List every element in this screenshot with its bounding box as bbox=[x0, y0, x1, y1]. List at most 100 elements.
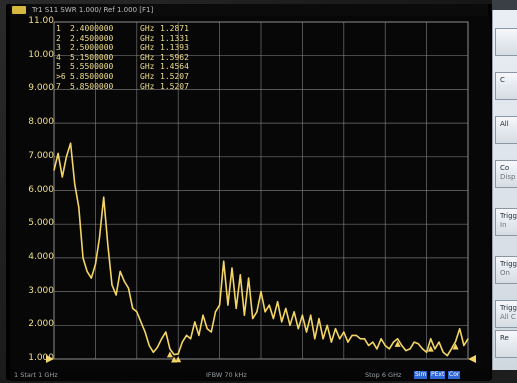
trace-point bbox=[243, 314, 246, 316]
trace-point bbox=[165, 331, 167, 333]
ifbw-readout[interactable]: IFBW 70 kHz bbox=[206, 371, 247, 379]
trace-point bbox=[235, 307, 237, 310]
trace-point bbox=[185, 334, 188, 337]
trace-point bbox=[115, 294, 117, 296]
marker-value: 1.5962 bbox=[160, 52, 189, 62]
trace-point bbox=[194, 321, 196, 323]
softkey-sublabel: On bbox=[500, 269, 510, 277]
marker-row: 5 5.5500000 GHz 1.4564 bbox=[56, 62, 189, 72]
trace-point bbox=[417, 343, 419, 345]
trace-point bbox=[103, 196, 105, 198]
trace-point bbox=[301, 314, 303, 316]
trace-point bbox=[169, 348, 171, 350]
marker-unit: GHz bbox=[140, 62, 155, 72]
trace-point bbox=[405, 349, 407, 352]
softkey-1[interactable] bbox=[495, 28, 517, 56]
trace-point bbox=[276, 301, 279, 303]
trace-point bbox=[127, 287, 130, 289]
trace-point bbox=[111, 284, 113, 286]
marker-table: 1 2.4000000 GHz 1.2871 2 2.4500000 GHz 1.1331 3 2… bbox=[56, 24, 189, 91]
trace-point bbox=[123, 280, 125, 283]
softkey-3[interactable]: All bbox=[495, 116, 517, 144]
cor-badge: Cor bbox=[448, 371, 461, 379]
trace-point bbox=[426, 351, 428, 353]
trace-point bbox=[219, 304, 221, 306]
trace-point bbox=[376, 348, 378, 350]
softkey-panel: C All Co Disp Trigg In Trigg On Trigg All C Re bbox=[492, 10, 517, 370]
trace-point bbox=[148, 344, 150, 347]
marker-row: 2 2.4500000 GHz 1.1331 bbox=[56, 34, 189, 44]
trace-point bbox=[260, 291, 262, 293]
softkey-label: Re bbox=[500, 334, 509, 342]
reference-left-arrow bbox=[46, 355, 54, 363]
y-tick-label: 7.000 bbox=[28, 150, 54, 161]
softkey-label: C bbox=[500, 76, 505, 84]
y-tick-label: 3.000 bbox=[28, 285, 54, 296]
trace-point bbox=[69, 142, 72, 144]
stop-frequency[interactable]: Stop 6 GHz bbox=[365, 371, 402, 379]
trace-point bbox=[152, 351, 154, 353]
marker-2-triangle bbox=[171, 356, 178, 363]
y-tick-label: 11.00 bbox=[28, 16, 54, 26]
trace-point bbox=[388, 348, 390, 350]
trace-point bbox=[305, 331, 308, 333]
trace-point bbox=[334, 328, 337, 330]
softkey-sublabel: In bbox=[500, 221, 507, 229]
trace-point bbox=[326, 324, 328, 326]
marker-number: 7 bbox=[56, 81, 61, 91]
softkey-label: Trigg bbox=[500, 212, 517, 220]
softkey-2[interactable]: C bbox=[495, 72, 517, 100]
y-tick-label: 2.000 bbox=[28, 319, 54, 330]
trace-point bbox=[94, 264, 96, 266]
softkey-8[interactable]: Re bbox=[495, 330, 517, 358]
trace-point bbox=[293, 311, 295, 313]
trace-point bbox=[231, 267, 233, 269]
softkey-4[interactable]: Co Disp bbox=[495, 160, 517, 188]
marker-row: 7 5.8500000 GHz 1.5207 bbox=[56, 82, 189, 92]
marker-unit: GHz bbox=[140, 71, 155, 81]
trace-point bbox=[177, 353, 179, 355]
trace-point bbox=[297, 328, 299, 330]
trace-point bbox=[173, 354, 175, 356]
trace-point bbox=[227, 304, 229, 306]
marker-number: >6 bbox=[56, 71, 66, 81]
softkey-6[interactable]: Trigg On bbox=[495, 256, 517, 284]
trace-point bbox=[413, 341, 415, 343]
trace-point bbox=[210, 331, 212, 333]
softkey-7[interactable]: Trigg All C bbox=[495, 300, 517, 328]
trace-point bbox=[343, 331, 345, 333]
marker-7-triangle bbox=[452, 343, 459, 350]
swr-chart bbox=[46, 21, 476, 363]
marker-value: 1.5207 bbox=[160, 81, 189, 91]
marker-frequency: 5.8500000 bbox=[70, 81, 114, 91]
marker-3-triangle bbox=[175, 356, 182, 363]
trace-point bbox=[434, 348, 436, 350]
marker-number: 1 bbox=[56, 24, 61, 33]
marker-number: 4 bbox=[56, 52, 61, 62]
marker-unit: GHz bbox=[140, 52, 155, 62]
trace-point bbox=[78, 206, 80, 208]
trace-point bbox=[359, 338, 361, 340]
softkey-label: Trigg bbox=[500, 304, 517, 312]
marker-row: 4 5.1500000 GHz 1.5962 bbox=[56, 53, 189, 63]
trace-point bbox=[467, 338, 469, 340]
trace-point bbox=[252, 317, 254, 320]
y-tick-label: 1.000 bbox=[28, 353, 54, 363]
trace-point bbox=[136, 311, 138, 313]
trace-indicator-icon bbox=[12, 6, 26, 14]
trace-point bbox=[380, 338, 382, 340]
softkey-5[interactable]: Trigg In bbox=[495, 208, 517, 236]
trace-point bbox=[74, 183, 76, 185]
marker-frequency: 2.4000000 bbox=[70, 24, 114, 33]
softkey-sublabel: All C bbox=[500, 313, 516, 321]
plot-area[interactable] bbox=[10, 16, 490, 370]
trace-point bbox=[450, 348, 453, 350]
trace-point bbox=[144, 331, 146, 333]
trace-point bbox=[401, 344, 403, 347]
trace-point bbox=[372, 341, 374, 343]
start-frequency[interactable]: 1 Start 1 GHz bbox=[14, 371, 58, 379]
pext-badge: PExt bbox=[430, 371, 446, 379]
trace-title-bar: Tr1 S11 SWR 1.000/ Ref 1.000 [F1] bbox=[10, 4, 488, 16]
marker-value: 1.5207 bbox=[160, 71, 189, 81]
status-bar: 1 Start 1 GHz IFBW 70 kHz Stop 6 GHz Sim… bbox=[10, 369, 490, 381]
